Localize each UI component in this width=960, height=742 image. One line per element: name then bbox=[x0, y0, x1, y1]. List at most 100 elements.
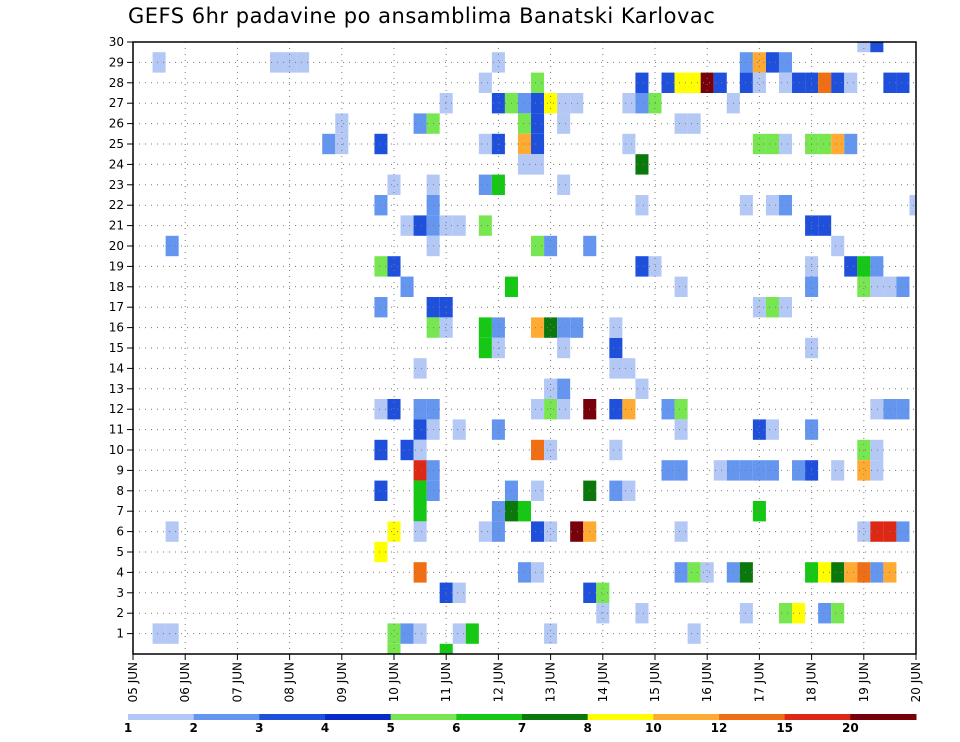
heatmap-cell bbox=[413, 521, 427, 542]
heatmap-cell bbox=[413, 215, 427, 236]
colorbar-swatch bbox=[456, 714, 523, 720]
heatmap-cell bbox=[635, 154, 649, 175]
heatmap-cell bbox=[413, 480, 427, 501]
heatmap-cell bbox=[413, 623, 427, 644]
heatmap-cell bbox=[609, 439, 623, 461]
heatmap-cell bbox=[857, 562, 871, 583]
y-tick-label: 10 bbox=[109, 443, 124, 457]
x-tick-label: 20 JUN bbox=[909, 662, 923, 702]
heatmap-cell bbox=[739, 562, 753, 583]
heatmap-cell bbox=[778, 72, 793, 93]
heatmap-cell bbox=[491, 419, 505, 440]
colorbar-swatch bbox=[850, 714, 917, 720]
heatmap-cell bbox=[557, 174, 571, 195]
heatmap-cell bbox=[531, 235, 545, 257]
colorbar-label: 3 bbox=[255, 721, 263, 735]
x-tick-label: 07 JUN bbox=[230, 662, 244, 702]
heatmap-cell bbox=[831, 460, 845, 481]
heatmap-cell bbox=[544, 399, 558, 420]
y-tick-label: 18 bbox=[109, 280, 124, 294]
heatmap-cell bbox=[831, 133, 845, 155]
y-tick-label: 17 bbox=[109, 300, 124, 314]
x-tick-label: 06 JUN bbox=[178, 662, 192, 702]
heatmap-cell bbox=[661, 460, 675, 481]
heatmap-cell bbox=[322, 133, 336, 155]
colorbar-label: 10 bbox=[645, 721, 662, 735]
y-tick-label: 4 bbox=[116, 565, 124, 579]
y-tick-label: 5 bbox=[116, 545, 124, 559]
heatmap-cell bbox=[413, 419, 427, 440]
colorbar-label: 6 bbox=[452, 721, 460, 735]
heatmap-cell bbox=[844, 256, 858, 277]
colorbar-label: 8 bbox=[583, 721, 591, 735]
colorbar-swatch bbox=[784, 714, 851, 720]
heatmap-cell bbox=[374, 480, 388, 501]
heatmap-cell bbox=[544, 378, 558, 399]
heatmap-cell bbox=[374, 133, 388, 155]
heatmap-cell bbox=[400, 276, 414, 297]
colorbar-swatch bbox=[522, 714, 589, 720]
heatmap-cell bbox=[752, 460, 766, 481]
heatmap-cell bbox=[413, 562, 427, 583]
colorbar-swatch bbox=[719, 714, 786, 720]
y-tick-label: 22 bbox=[109, 198, 124, 212]
heatmap-cell bbox=[739, 72, 753, 93]
heatmap-cell bbox=[635, 256, 649, 277]
heatmap-cell bbox=[387, 256, 401, 277]
heatmap-cell bbox=[165, 521, 179, 542]
heatmap-cell bbox=[687, 72, 701, 93]
y-tick-label: 7 bbox=[116, 504, 124, 518]
heatmap-cell bbox=[413, 501, 427, 522]
heatmap-cell bbox=[635, 603, 649, 624]
heatmap-cell bbox=[609, 399, 623, 420]
heatmap-cell bbox=[374, 541, 388, 563]
heatmap-cell bbox=[557, 317, 571, 338]
heatmap-cell bbox=[517, 154, 532, 175]
heatmap-cell bbox=[570, 317, 584, 338]
heatmap-cell bbox=[687, 113, 701, 134]
heatmap-cell bbox=[896, 399, 910, 420]
heatmap-cell bbox=[661, 72, 675, 93]
heatmap-cell bbox=[713, 72, 727, 93]
heatmap-cell bbox=[635, 72, 649, 93]
heatmap-cell bbox=[439, 93, 453, 114]
heatmap-cell bbox=[413, 113, 427, 134]
heatmap-cell bbox=[531, 439, 545, 461]
heatmap-cell bbox=[570, 521, 584, 542]
colorbar: 1 2 3 4 5 6 7 8 10 12 15 20 bbox=[124, 714, 917, 735]
heatmap-cell bbox=[818, 72, 832, 93]
colorbar-label: 5 bbox=[386, 721, 394, 735]
heatmap-cell bbox=[870, 42, 884, 53]
x-axis-ticks: 05 JUN 06 JUN 07 JUN 08 JUN 09 JUN 10 JUN 11 J… bbox=[126, 654, 923, 702]
heatmap-cell bbox=[687, 623, 701, 644]
heatmap-cell bbox=[739, 603, 753, 624]
heatmap-cell bbox=[152, 52, 166, 73]
heatmap-cell bbox=[896, 521, 910, 542]
y-tick-label: 2 bbox=[116, 606, 124, 620]
heatmap-cell bbox=[674, 562, 688, 583]
heatmap-cell bbox=[478, 337, 492, 359]
heatmap-cell bbox=[792, 460, 806, 481]
y-tick-label: 19 bbox=[109, 259, 124, 273]
heatmap-cell bbox=[739, 195, 753, 216]
heatmap-cell bbox=[752, 297, 766, 318]
colorbar-swatch bbox=[390, 714, 457, 720]
heatmap-cell bbox=[478, 133, 492, 155]
grid-lines bbox=[133, 42, 916, 654]
y-tick-label: 9 bbox=[116, 463, 124, 477]
heatmap-cell bbox=[439, 215, 453, 236]
y-tick-label: 11 bbox=[109, 423, 124, 437]
heatmap-cell bbox=[374, 195, 388, 216]
heatmap-cell bbox=[452, 419, 466, 440]
colorbar-label: 2 bbox=[189, 721, 197, 735]
heatmap-cell bbox=[792, 72, 806, 93]
heatmap-cell bbox=[739, 460, 753, 481]
heatmap-cell bbox=[752, 419, 766, 440]
heatmap-cell bbox=[374, 256, 388, 277]
heatmap-cells bbox=[152, 42, 916, 654]
heatmap-cell bbox=[870, 399, 884, 420]
heatmap-cell bbox=[400, 439, 414, 461]
heatmap-cell bbox=[674, 72, 688, 93]
heatmap-cell bbox=[609, 337, 623, 359]
heatmap-cell bbox=[818, 133, 832, 155]
